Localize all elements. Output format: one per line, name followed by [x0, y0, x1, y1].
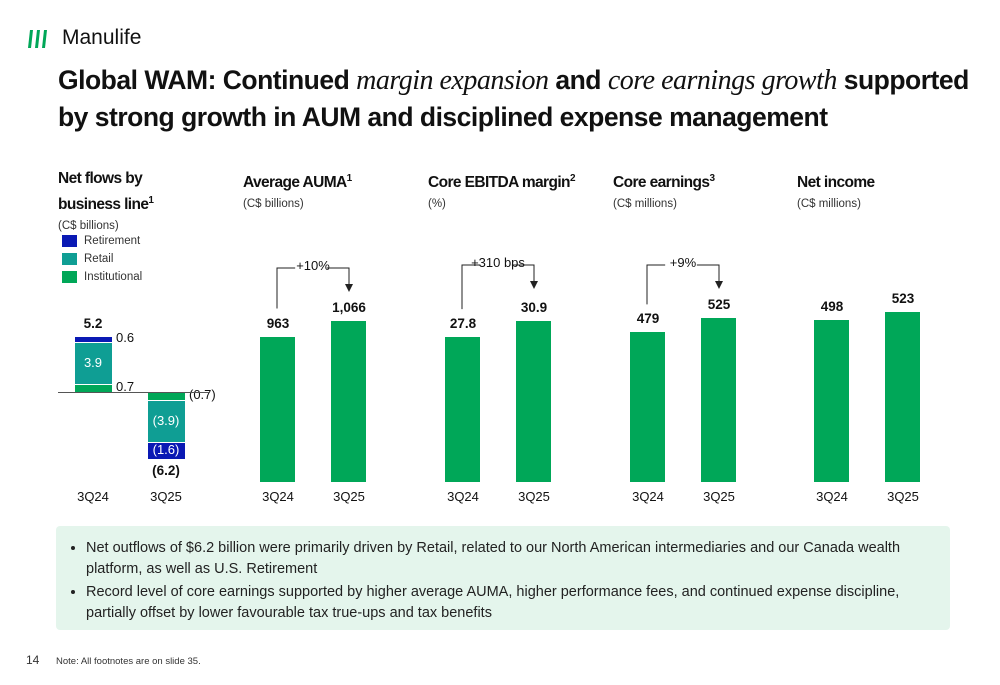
panel-title: Core earnings3	[613, 168, 783, 194]
category-label: 3Q24	[447, 489, 479, 504]
value-label: 30.9	[520, 300, 548, 315]
net-flows-header: Net flows by business line1 (C$ billions…	[58, 168, 168, 232]
total-label: 5.2	[83, 315, 103, 331]
segment-label-retail: 3.9	[83, 355, 103, 371]
page-number: 14	[26, 653, 40, 667]
growth-arrow-icon	[461, 264, 538, 310]
bar	[331, 321, 366, 482]
segment-label-institutional: 0.7	[116, 379, 135, 395]
legend: Retirement Retail Institutional	[62, 235, 142, 283]
value-label: 27.8	[449, 316, 477, 332]
value-label: 498	[820, 299, 844, 315]
bar	[630, 332, 665, 482]
category-label: 3Q24	[262, 489, 294, 504]
category-label: 3Q25	[703, 489, 735, 504]
panel-header: Core EBITDA margin2 (%)	[428, 168, 598, 210]
growth-label: +9%	[669, 255, 697, 270]
category-label: 3Q25	[518, 489, 550, 504]
value-label: 963	[266, 315, 290, 331]
panel-title-sup: 1	[346, 173, 353, 184]
panel-title-text: Core earnings	[613, 174, 710, 192]
legend-institutional: Institutional	[62, 271, 142, 283]
panel-title-text: Average AUMA	[243, 174, 347, 192]
bar-segment-retail	[148, 399, 185, 442]
panel-header: Core earnings3 (C$ millions)	[613, 168, 783, 210]
panel-title: Net income	[797, 168, 967, 194]
growth-label: +310 bps	[471, 255, 525, 270]
panel-unit: (C$ billions)	[243, 198, 304, 211]
panel-title: Core EBITDA margin2	[428, 168, 598, 194]
panel-title-text: Core EBITDA margin	[428, 174, 571, 192]
value-label: 479	[636, 311, 660, 327]
page-title: Global WAM: Continued margin expansion a…	[58, 65, 969, 132]
panel-title-sup: 2	[569, 173, 576, 184]
category-label: 3Q25	[887, 489, 919, 504]
total-label: (6.2)	[152, 462, 180, 478]
growth-arrow-icon	[276, 267, 353, 309]
segment-label-retirement: 0.6	[116, 330, 135, 346]
bar-segment-retirement	[148, 441, 185, 459]
panel-title-sup: 3	[709, 173, 715, 184]
panel-header: Net income (C$ millions)	[797, 168, 967, 210]
bar	[445, 337, 480, 482]
segment-label-institutional: (0.7)	[189, 386, 216, 402]
value-label: 523	[891, 291, 915, 306]
segment-label-retail: (3.9)	[152, 412, 180, 428]
segment-label-retirement: (1.6)	[152, 442, 180, 458]
key-points-box: Net outflows of $6.2 billion were primar…	[56, 526, 950, 630]
bar-segment-institutional	[148, 392, 185, 400]
panel-unit: (C$ millions)	[613, 198, 677, 211]
net-flows-title: Net flows by business line	[58, 170, 149, 214]
bullet-2: Record level of core earnings supported …	[86, 582, 950, 624]
panel-unit: (C$ millions)	[797, 198, 861, 211]
value-label: 525	[707, 297, 731, 312]
bullet-1: Net outflows of $6.2 billion were primar…	[86, 538, 950, 580]
growth-label: +10%	[296, 258, 330, 273]
bar-segment-institutional	[75, 384, 112, 392]
panel-title-text: Net income	[797, 174, 875, 192]
footnote: Note: All footnotes are on slide 35.	[56, 656, 201, 667]
bar	[814, 320, 849, 482]
legend-retail: Retail	[62, 253, 142, 265]
category-label: 3Q24	[632, 489, 664, 504]
bar	[516, 321, 551, 482]
panel-title: Average AUMA1	[243, 168, 413, 194]
zero-axis-line	[58, 392, 210, 393]
category-label: 3Q25	[150, 489, 182, 504]
bar-segment-retirement	[75, 335, 112, 343]
growth-arrow-icon	[646, 264, 723, 305]
panel-header: Average AUMA1 (C$ billions)	[243, 168, 413, 210]
net-flows-unit: (C$ billions)	[58, 220, 119, 233]
bar-segment-retail	[75, 342, 112, 385]
legend-retirement: Retirement	[62, 235, 142, 247]
category-label: 3Q25	[333, 489, 365, 504]
bar	[885, 312, 920, 482]
bar	[701, 318, 736, 482]
bar	[260, 336, 295, 482]
panel-unit: (%)	[428, 198, 446, 211]
value-label: 1,066	[332, 300, 366, 315]
manulife-logo-icon	[28, 30, 47, 48]
brand-name: Manulife	[62, 26, 142, 49]
category-label: 3Q24	[77, 489, 109, 504]
category-label: 3Q24	[816, 489, 848, 504]
